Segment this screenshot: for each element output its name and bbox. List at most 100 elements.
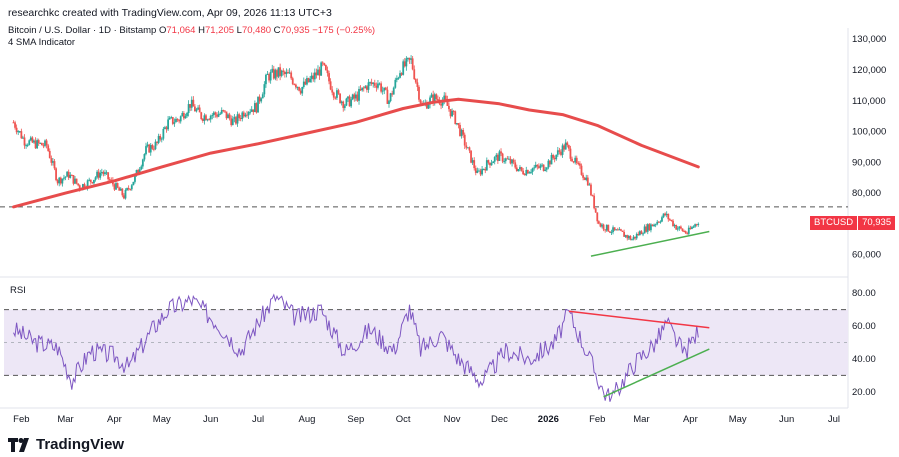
candle-body: [386, 89, 389, 104]
candle-body: [530, 171, 532, 173]
candle-body: [512, 159, 515, 163]
candle-body: [629, 236, 632, 240]
candle-body: [324, 65, 327, 71]
time-axis-tick: Jul: [828, 414, 840, 425]
candle-body: [552, 154, 554, 158]
candle-body: [506, 158, 509, 160]
candle-body: [496, 154, 499, 161]
candle-body: [269, 71, 272, 81]
candle-body: [656, 221, 659, 225]
candle-body: [89, 179, 92, 183]
time-axis-tick: Nov: [444, 414, 461, 425]
candle-body: [320, 62, 323, 76]
candle-body: [574, 157, 577, 163]
candle-body: [522, 170, 525, 175]
candle-body: [457, 123, 460, 125]
candle-body: [635, 233, 638, 239]
candle-body: [484, 168, 487, 171]
candle-body: [309, 78, 312, 83]
candle-body: [372, 82, 375, 85]
candle-body: [214, 112, 217, 115]
candle-body: [184, 116, 187, 119]
time-axis-tick: Sep: [347, 414, 364, 425]
candle-body: [650, 224, 652, 231]
candle-body: [623, 231, 625, 237]
candle-body: [571, 158, 573, 162]
candle-body: [627, 236, 630, 239]
tradingview-logo-icon: [8, 437, 29, 452]
price-support-trendline: [590, 230, 710, 257]
indicator-label: 4 SMA Indicator: [8, 37, 76, 48]
candle-body: [339, 93, 341, 104]
candle-body: [418, 86, 420, 100]
candle-body: [657, 221, 660, 223]
candle-body: [673, 224, 676, 227]
candle-body: [556, 150, 559, 155]
candle-body: [359, 88, 362, 91]
candle-body: [104, 172, 106, 175]
time-axis-tick: Jun: [779, 414, 794, 425]
candle-body: [227, 114, 229, 119]
candle-body: [231, 118, 234, 126]
candle-body: [478, 170, 480, 172]
candle-body: [12, 122, 15, 124]
candle-body: [175, 118, 177, 123]
tradingview-logo[interactable]: TradingView: [8, 436, 124, 453]
candle-body: [20, 131, 23, 139]
candle-body: [560, 151, 562, 155]
candle-body: [61, 178, 64, 184]
candle-body: [567, 145, 570, 149]
candle-body: [200, 112, 203, 120]
candle-body: [205, 115, 207, 121]
candle-body: [274, 70, 277, 79]
candle-body: [165, 127, 168, 130]
change-value: −175 (−0.25%): [312, 25, 376, 36]
candle-body: [211, 115, 214, 117]
candle-body: [313, 72, 316, 80]
time-axis-tick: Jun: [203, 414, 218, 425]
candle-body: [411, 58, 414, 70]
candle-body: [616, 229, 619, 231]
candle-body: [394, 79, 397, 88]
candle-body: [613, 227, 616, 230]
candle-body: [610, 232, 613, 234]
candle-body: [135, 170, 138, 176]
candle-body: [468, 147, 471, 151]
candle-body: [541, 164, 543, 166]
candle-body: [151, 145, 154, 149]
candle-body: [651, 224, 654, 227]
candle-body: [501, 153, 504, 162]
candle-body: [544, 169, 547, 171]
candle-body: [25, 145, 27, 147]
candle-body: [508, 158, 510, 160]
candle-body: [525, 170, 528, 176]
candle-body: [691, 227, 693, 229]
candle-body: [307, 78, 310, 83]
candle-body: [361, 87, 364, 91]
price-axis-tick: 110,000: [852, 96, 886, 107]
candle-body: [367, 82, 370, 90]
candle-body: [272, 68, 275, 79]
candle-body: [56, 180, 59, 184]
candle-body: [347, 96, 349, 99]
candle-body: [485, 160, 488, 171]
candle-body: [94, 177, 97, 180]
candle-body: [380, 83, 383, 92]
candle-body: [33, 140, 35, 143]
candle-body: [358, 88, 360, 101]
candle-body: [692, 226, 695, 228]
candle-body: [132, 181, 135, 186]
candle-body: [138, 169, 141, 173]
candle-body: [580, 165, 583, 175]
candle-body: [249, 111, 252, 113]
candle-body: [441, 100, 444, 106]
candle-body: [446, 99, 449, 106]
candle-body: [72, 175, 75, 184]
candle-body: [582, 174, 584, 178]
time-axis-tick: May: [729, 414, 747, 425]
close-value: 70,935: [280, 25, 310, 36]
candle-body: [523, 174, 526, 176]
candle-body: [48, 150, 51, 159]
candle-body: [96, 171, 98, 178]
candle-body: [466, 147, 469, 149]
